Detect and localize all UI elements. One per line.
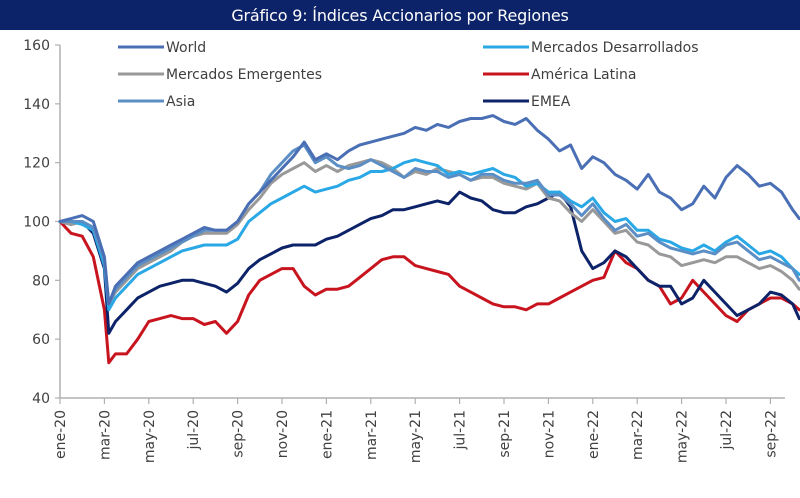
chart-title: Gráfico 9: Índices Accionarios por Regio… — [231, 6, 569, 25]
series-lines — [58, 114, 800, 365]
y-tick-label: 140 — [23, 97, 50, 113]
legend-label: World — [166, 40, 206, 56]
x-tick-label: may-22 — [675, 410, 691, 463]
series-line-mercados-desarrollados — [58, 158, 800, 312]
legend-item: Mercados Emergentes — [118, 67, 322, 83]
x-tick-label: mar-22 — [630, 410, 646, 460]
legend-label: Mercados Emergentes — [166, 67, 322, 83]
x-tick-label: jul-22 — [719, 410, 735, 451]
series-line-world — [58, 114, 800, 306]
legend-item: América Latina — [483, 67, 636, 83]
chart-title-bar: Gráfico 9: Índices Accionarios por Regio… — [0, 0, 800, 30]
x-tick-label: sep-22 — [763, 410, 779, 458]
x-tick-label: nov-21 — [541, 410, 557, 458]
legend: World Mercados Desarrollados Mercados Emer… — [118, 40, 699, 110]
x-tick-label: jul-20 — [186, 410, 202, 451]
y-tick-label: 120 — [23, 156, 50, 172]
x-tick-label: may-20 — [142, 410, 158, 463]
legend-item: World — [118, 40, 206, 56]
series-line-am-rica-latina — [58, 220, 800, 365]
legend-label: EMEA — [531, 94, 571, 110]
x-tick-label: sep-21 — [497, 410, 513, 458]
x-tick-label: jul-21 — [453, 410, 469, 451]
x-tick-label: ene-20 — [53, 410, 69, 459]
legend-label: Mercados Desarrollados — [531, 40, 699, 56]
legend-item: EMEA — [483, 94, 571, 110]
series-line-emea — [58, 190, 800, 335]
series-line-mercados-emergentes — [58, 158, 800, 306]
legend-label: América Latina — [531, 67, 636, 83]
series-line-asia — [58, 143, 800, 306]
x-tick-label: may-21 — [408, 410, 424, 463]
x-tick-label: nov-20 — [275, 410, 291, 458]
legend-label: Asia — [166, 94, 195, 110]
x-tick-label: sep-20 — [231, 410, 247, 458]
x-tick-label: mar-20 — [97, 410, 113, 460]
x-tick-label: mar-21 — [364, 410, 380, 460]
y-tick-label: 160 — [23, 38, 50, 54]
y-tick-label: 60 — [32, 332, 50, 348]
y-tick-label: 80 — [32, 273, 50, 289]
y-tick-label: 100 — [23, 215, 50, 231]
x-tick-label: ene-22 — [586, 410, 602, 459]
legend-item: Asia — [118, 94, 195, 110]
y-tick-label: 40 — [32, 391, 50, 407]
x-tick-label: ene-21 — [319, 410, 335, 459]
legend-item: Mercados Desarrollados — [483, 40, 699, 56]
